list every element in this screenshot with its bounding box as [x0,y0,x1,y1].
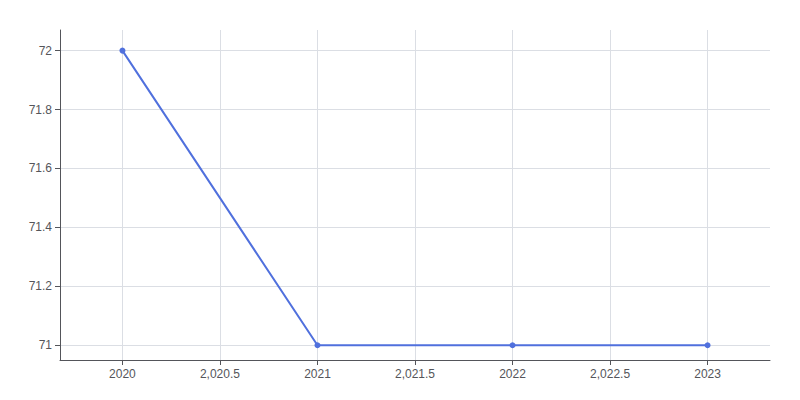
svg-text:72: 72 [39,44,53,58]
svg-text:2,020.5: 2,020.5 [200,367,240,381]
svg-text:2023: 2023 [694,367,721,381]
svg-text:2022: 2022 [499,367,526,381]
svg-text:2,022.5: 2,022.5 [590,367,630,381]
svg-text:71.8: 71.8 [29,103,53,117]
svg-text:2,021.5: 2,021.5 [395,367,435,381]
svg-text:71: 71 [39,338,53,352]
svg-text:2021: 2021 [304,367,331,381]
svg-text:71.4: 71.4 [29,220,53,234]
svg-text:71.2: 71.2 [29,279,53,293]
svg-text:2020: 2020 [109,367,136,381]
svg-text:71.6: 71.6 [29,161,53,175]
